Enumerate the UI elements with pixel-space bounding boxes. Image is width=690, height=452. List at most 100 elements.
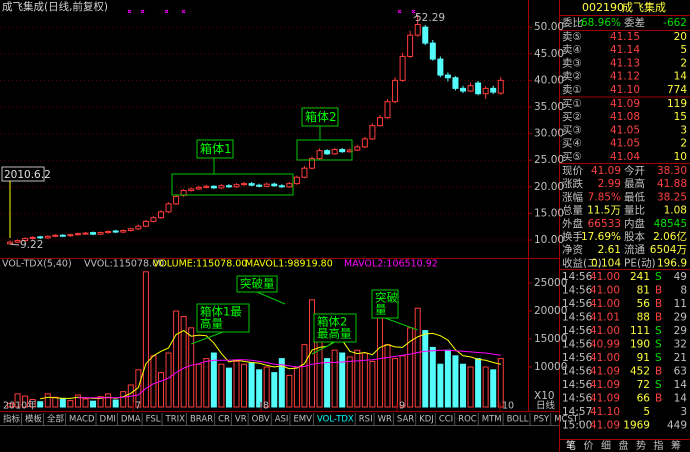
mavol2-line [78,349,501,399]
indicator-tab[interactable]: DMA [121,415,141,425]
volume-bar [210,352,217,408]
tick-volume: 190 [630,339,650,351]
volume-bar [82,398,89,408]
volume-bar [407,327,414,408]
quote-label: 现价 [562,165,583,177]
volume-bar [59,397,66,408]
volume-bar [414,307,421,408]
quote-value: 48545 [654,218,687,230]
quote-label: 委比 [562,16,583,29]
y-tick-label: 10000 [534,361,567,373]
volume-bar [52,396,59,408]
indicator-tab[interactable]: OBV [252,415,270,425]
indicator-tab[interactable]: KDJ [419,415,434,425]
tick-volume: 72 [637,379,650,391]
indicator-tab[interactable]: MCST [554,415,579,425]
book-label: 买② [562,111,582,123]
quote-tab[interactable]: 细 [601,439,611,452]
book-volume: 15 [674,111,687,123]
candle-body [150,217,157,222]
indicator-tab[interactable]: VR [235,415,247,425]
tick-count: 32 [674,339,687,351]
candle-body [59,234,66,237]
quote-tab[interactable]: 筹 [671,439,681,452]
book-price: 41.09 [610,98,640,110]
indicator-tab[interactable]: FSL [146,415,161,425]
indicator-tab[interactable]: ROC [458,415,477,425]
quote-value: 66533 [588,218,621,230]
indicator-tab[interactable]: VOL-TDX [317,415,354,425]
annotation-text: 箱体1最 [200,305,242,319]
tick-price: 41.09 [590,420,620,432]
annotation-text: 量 [375,303,387,317]
quote-tab[interactable]: 指 [654,439,664,452]
indicator-tab[interactable]: DMI [100,415,116,425]
indicator-tab[interactable]: ASI [275,415,289,425]
indicator-name: VOL-TDX(5,40) [2,259,72,270]
candle-body [14,240,21,243]
candle-body [82,232,89,235]
quote-label: 换手 [562,230,583,243]
candle-body [482,87,489,95]
indicator-tab[interactable]: BOLL [507,415,529,425]
quote-value: 196.9 [657,257,687,269]
quote-tab[interactable]: 盘 [619,439,629,452]
candle-body [97,232,104,235]
indicator-tab[interactable]: BRAR [190,415,213,425]
y-tick-label: 15000 [534,333,567,345]
candle-body [467,85,474,92]
indicator-tab[interactable]: TRIX [165,415,186,425]
peak-pointer [413,14,419,19]
indicator-tab[interactable]: EMV [293,415,312,425]
period-tab[interactable]: 日线 [536,400,556,412]
book-price: 41.12 [610,71,640,83]
book-volume: 119 [667,98,687,110]
volume-bar [22,395,29,408]
indicator-tab[interactable]: CCI [439,415,453,425]
book-volume: 3 [680,124,687,136]
quote-tab[interactable]: 价 [584,440,594,452]
tick-side: B [655,393,662,405]
indicator-tab[interactable]: MACD [69,415,95,425]
annotation-connector [191,331,224,345]
candle-body [324,150,331,155]
candle-body [407,34,414,57]
indicator-tab[interactable]: CR [218,415,230,425]
quote-label: 今开 [624,164,645,177]
volume-bar [112,399,119,408]
quote-value: 2.99 [598,178,621,190]
tick-time: 14:56 [562,312,593,324]
quote-label: 量比 [624,204,645,217]
candle-body [475,82,482,95]
book-volume: 5 [680,44,687,56]
indicator-tab[interactable]: 指标 [3,414,21,425]
volume-bar [263,366,270,408]
indicator-tab[interactable]: 模板 [25,414,43,425]
y-tick-label: 25000 [534,277,567,289]
candle-body [369,125,376,140]
quote-tab[interactable]: 势 [636,439,646,452]
volume-bar [475,358,482,408]
candle-body [165,203,172,213]
month-label: 8 [263,401,269,412]
candle-body [497,79,504,94]
quote-label: PE(动) [624,257,656,269]
candle-body [44,235,51,239]
candle-body [331,149,338,155]
indicator-tab[interactable]: WR [378,415,392,425]
quote-label: 流通 [624,243,645,256]
volume-bar [29,398,36,408]
indicator-tab[interactable]: RSI [359,415,373,425]
indicator-tab[interactable]: 全部 [47,414,65,425]
low-pointer [9,243,20,246]
tick-time: 14:56 [562,352,593,364]
indicator-tab[interactable]: MTM [482,415,502,425]
quote-tab[interactable]: 笔 [566,439,576,452]
volume-bar [173,310,180,408]
candle-body [392,79,399,103]
quote-value: 0.104 [591,257,621,269]
candle-body [67,234,74,237]
indicator-tab[interactable]: PSY [533,415,550,425]
indicator-tab[interactable]: SAR [397,415,414,425]
